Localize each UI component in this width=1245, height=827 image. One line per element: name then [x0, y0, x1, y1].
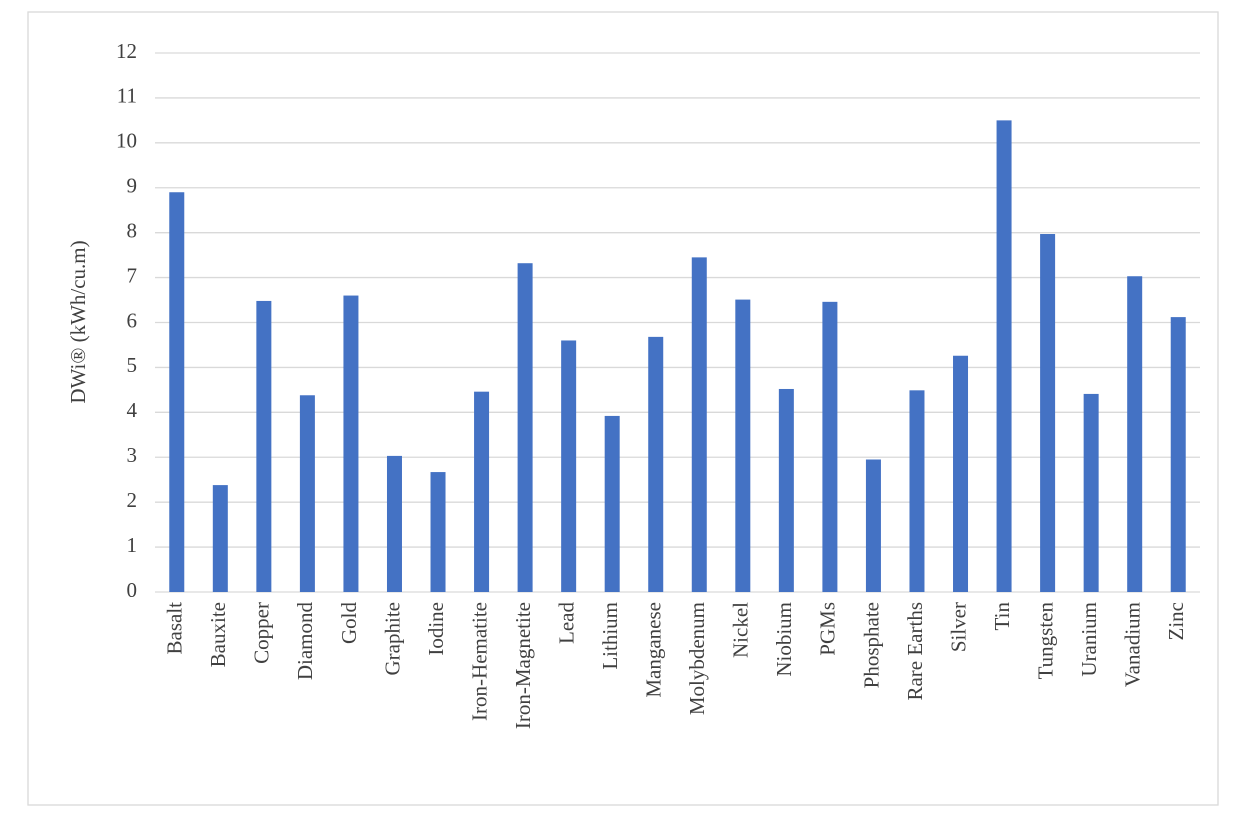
x-tick-label: Niobium: [772, 602, 796, 677]
bar: [909, 390, 925, 592]
x-tick-label: Tin: [990, 602, 1014, 631]
x-tick-label: Iron-Magnetite: [511, 602, 535, 729]
x-tick-label: Gold: [337, 602, 361, 645]
x-tick-label: Manganese: [642, 602, 666, 698]
x-tick-label: Basalt: [163, 602, 187, 655]
bar: [343, 295, 359, 592]
x-tick-label: Rare Earths: [903, 602, 927, 701]
x-tick-label: Lithium: [598, 602, 622, 670]
bar: [1040, 234, 1056, 592]
bar: [561, 340, 577, 592]
chart-border: [27, 11, 1219, 806]
y-tick-label: 12: [116, 39, 137, 63]
bar: [256, 300, 272, 592]
y-tick-label: 10: [116, 129, 137, 153]
bar: [386, 455, 402, 592]
bar: [865, 459, 881, 592]
bar: [604, 415, 620, 592]
x-tick-label: Molybdenum: [685, 602, 709, 715]
bar: [474, 391, 490, 592]
bar: [735, 299, 751, 592]
bar: [1170, 317, 1186, 592]
x-tick-label: Tungsten: [1033, 602, 1057, 680]
y-tick-label: 0: [127, 578, 138, 602]
x-tick-label: Phosphate: [859, 602, 883, 688]
y-axis-label: DWi® (kWh/cu.m): [66, 240, 90, 403]
x-tick-label: Bauxite: [206, 602, 230, 667]
y-tick-label: 4: [127, 398, 138, 422]
bar: [299, 395, 315, 592]
bar: [778, 388, 794, 592]
x-tick-label: PGMs: [816, 602, 840, 656]
x-tick-label: Diamond: [293, 602, 317, 681]
y-tick-label: 7: [127, 263, 138, 287]
x-tick-label: Nickel: [729, 602, 753, 658]
y-tick-label: 3: [127, 443, 138, 467]
y-tick-label: 1: [127, 533, 138, 557]
bar: [1127, 276, 1143, 592]
bar: [953, 355, 969, 592]
bar: [212, 485, 228, 592]
y-tick-label: 11: [117, 84, 137, 108]
x-tick-label: Copper: [250, 602, 274, 664]
x-tick-label: Vanadium: [1121, 602, 1145, 687]
x-tick-label: Uranium: [1077, 602, 1101, 677]
bar: [1083, 393, 1099, 592]
y-tick-label: 2: [127, 488, 138, 512]
bar: [169, 192, 185, 592]
x-tick-label: Iron-Hematite: [467, 602, 491, 721]
x-tick-label: Zinc: [1164, 602, 1188, 640]
bar: [430, 472, 446, 592]
bar: [691, 257, 707, 592]
x-tick-label: Lead: [554, 602, 578, 644]
bar: [822, 301, 838, 592]
x-tick-label: Iodine: [424, 602, 448, 656]
x-tick-label: Silver: [946, 602, 970, 652]
bar: [996, 120, 1012, 592]
y-tick-label: 8: [127, 218, 138, 242]
y-tick-label: 5: [127, 353, 138, 377]
y-tick-label: 9: [127, 174, 138, 198]
y-tick-label: 6: [127, 308, 138, 332]
x-tick-label: Graphite: [380, 602, 404, 675]
bar: [517, 263, 533, 592]
bar: [648, 336, 664, 592]
